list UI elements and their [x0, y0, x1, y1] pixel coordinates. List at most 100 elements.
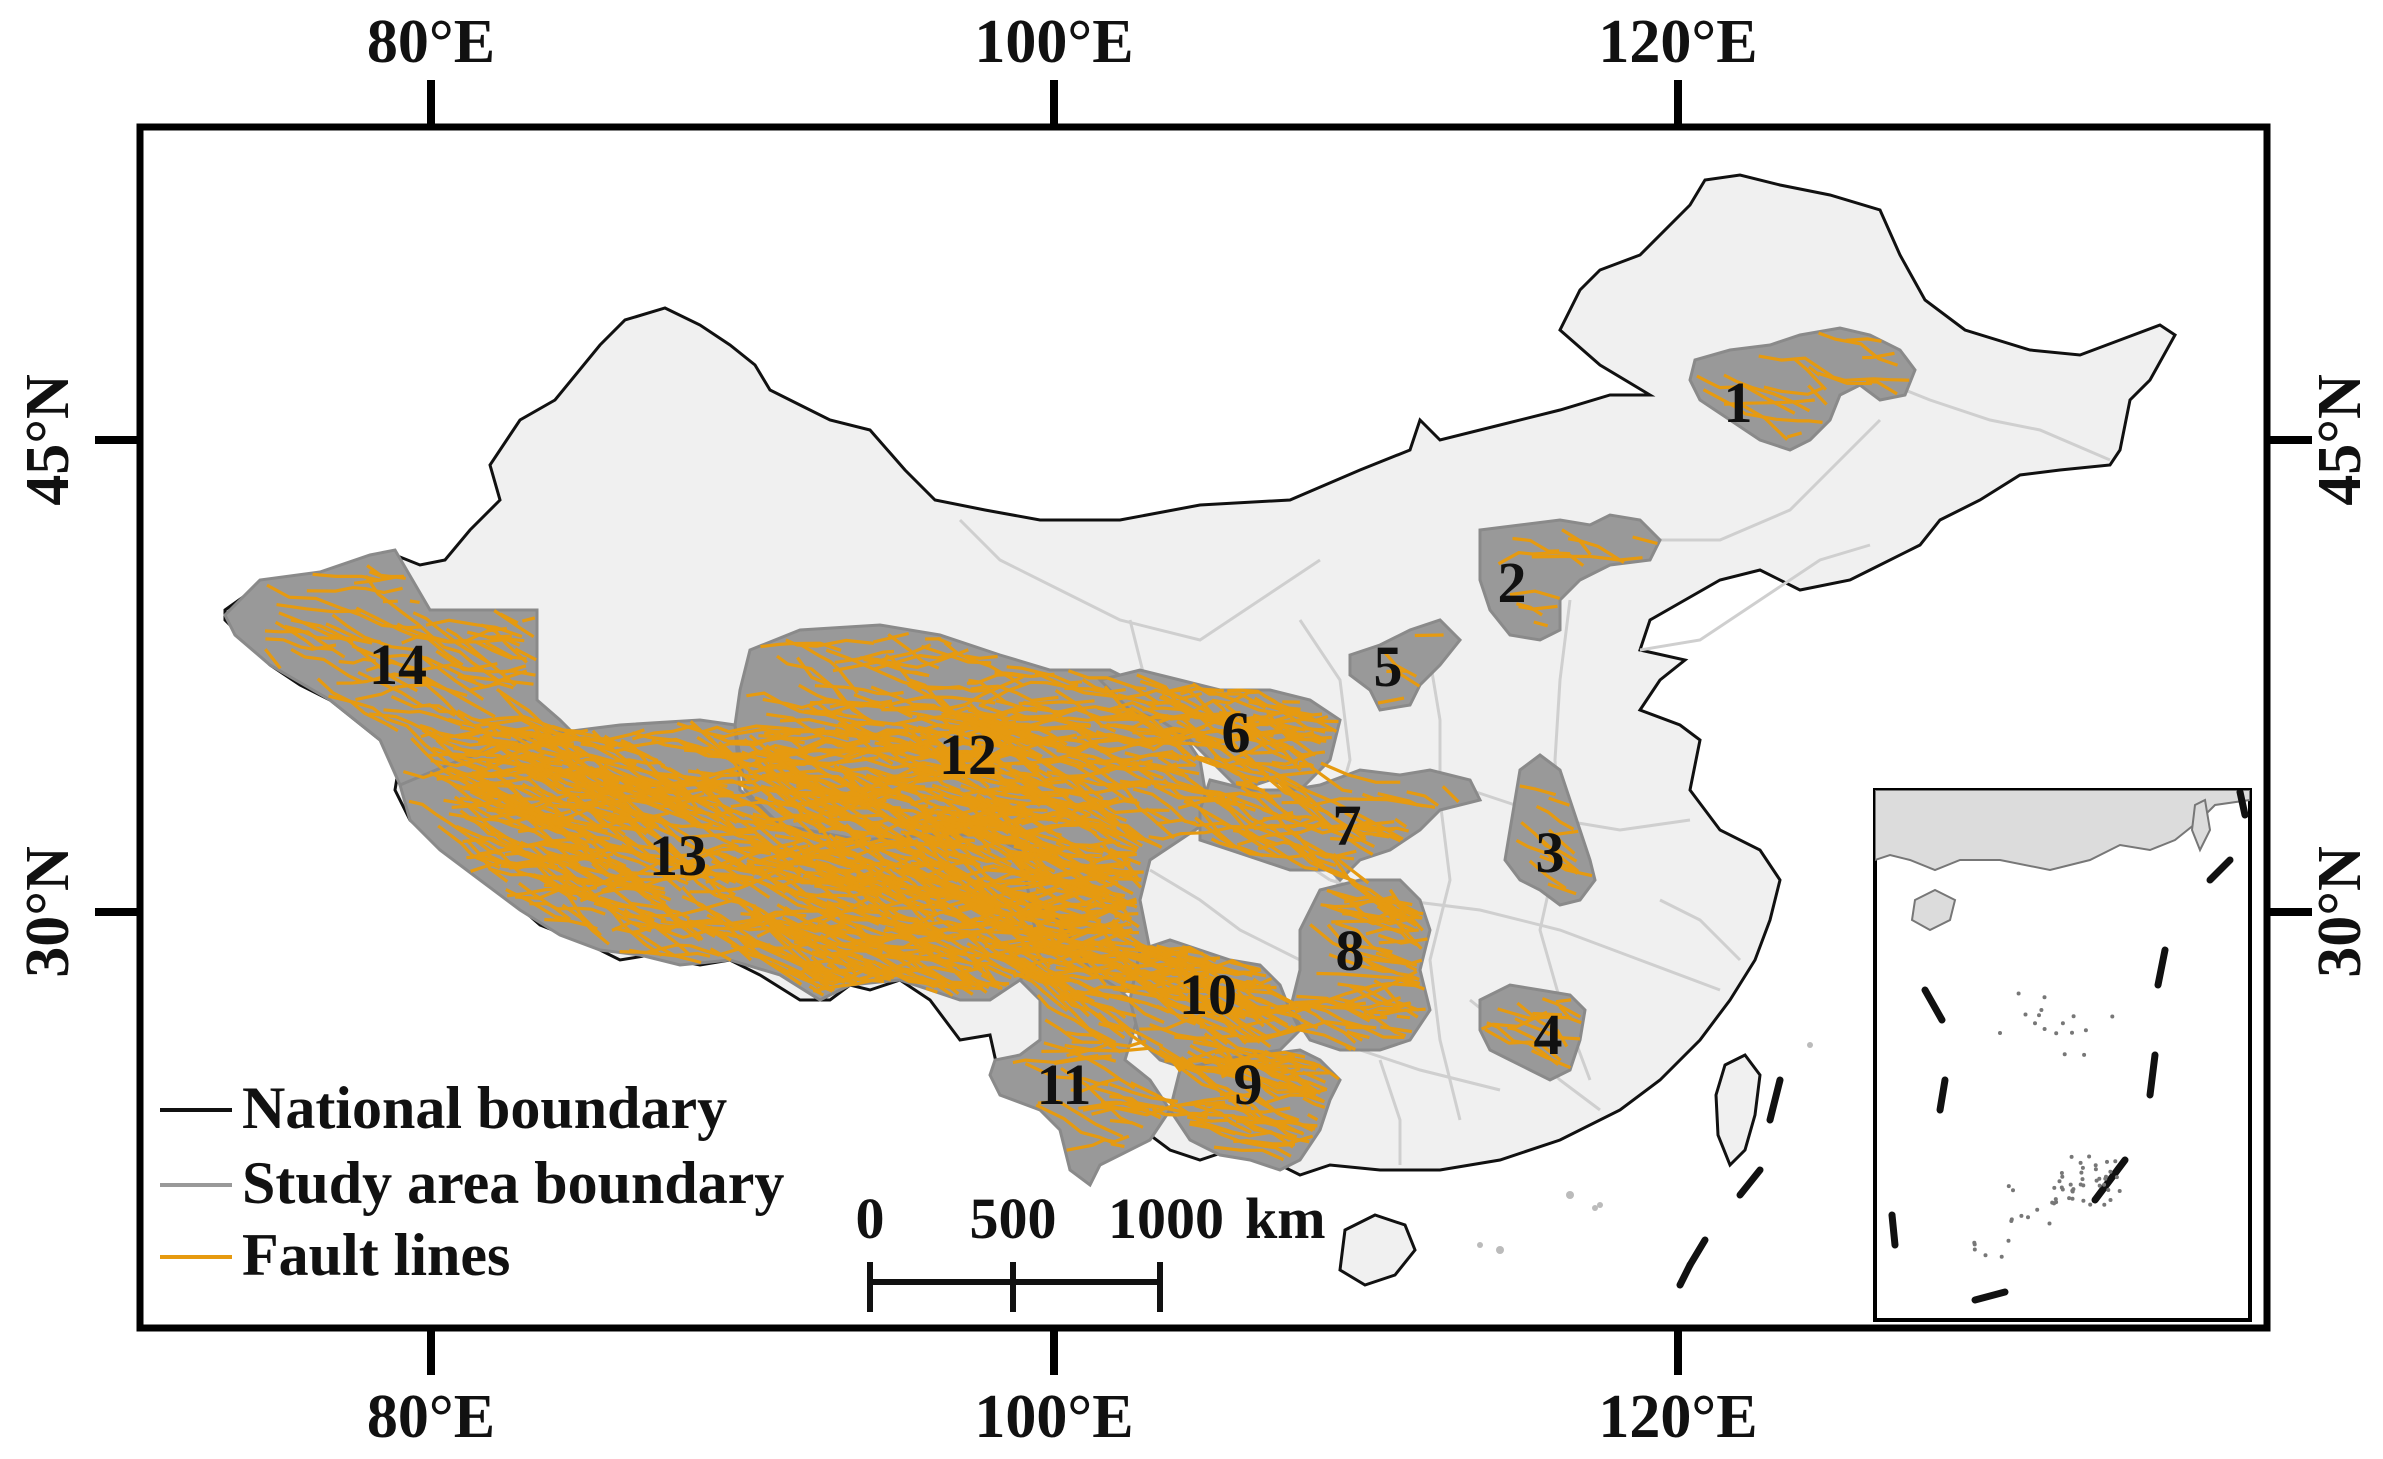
- region-label-8: 8: [1336, 918, 1365, 983]
- fault-lines: [264, 331, 1910, 1162]
- inset-island-dot: [2103, 1176, 2108, 1181]
- inset-island-dot: [1983, 1253, 1988, 1258]
- fault-line: [1151, 700, 1258, 732]
- fault-line: [1183, 686, 1299, 765]
- fault-line: [462, 767, 558, 791]
- fault-line: [1516, 602, 1543, 617]
- fault-line: [600, 786, 765, 808]
- fault-line: [312, 572, 381, 582]
- fault-line: [1232, 829, 1319, 871]
- fault-line: [858, 837, 959, 883]
- fault-line: [1127, 873, 1142, 889]
- fault-line: [1307, 1113, 1319, 1122]
- fault-line: [1296, 796, 1367, 840]
- fault-line: [748, 734, 883, 830]
- fault-line: [480, 719, 624, 748]
- fault-line: [1786, 431, 1803, 439]
- scale-bar: 0 500 1000 km: [856, 1186, 1326, 1312]
- fault-line: [1358, 951, 1423, 967]
- fault-line: [1301, 1070, 1327, 1084]
- fault-line: [1548, 796, 1570, 807]
- fault-line: [1632, 535, 1658, 546]
- fault-line: [1271, 752, 1315, 766]
- fault-line: [872, 631, 910, 644]
- fault-line: [1006, 949, 1091, 1018]
- fault-line: [1210, 837, 1264, 858]
- fault-line: [1515, 838, 1593, 878]
- fault-line: [955, 704, 1024, 718]
- region-label-1: 1: [1724, 370, 1753, 435]
- fault-line: [1187, 1063, 1322, 1102]
- fault-line: [950, 951, 1025, 966]
- fault-line: [767, 742, 908, 757]
- inset-island-dot: [1999, 1254, 2004, 1259]
- inset-island-dot: [2088, 1202, 2093, 1207]
- fault-line: [815, 700, 894, 766]
- region-label-4: 4: [1534, 1002, 1563, 1067]
- fault-line: [685, 872, 754, 886]
- fault-line: [1284, 737, 1322, 745]
- fault-line: [867, 889, 974, 910]
- fault-line: [435, 738, 499, 771]
- scale-tick-0: 0: [856, 1186, 885, 1251]
- inset-island-dot: [2087, 1154, 2092, 1159]
- fault-line: [884, 925, 974, 990]
- inset-island-dot: [2069, 1154, 2074, 1159]
- fault-line: [470, 860, 530, 873]
- fault-line: [505, 806, 608, 833]
- inset-island-dot: [2054, 1031, 2059, 1036]
- fault-line: [1055, 962, 1170, 974]
- fault-line: [886, 869, 983, 930]
- fault-line: [290, 647, 362, 683]
- lon-label-bottom-80: 80°E: [367, 1383, 495, 1451]
- fault-line: [1379, 1007, 1426, 1017]
- fault-line: [1535, 804, 1575, 831]
- fault-line: [746, 691, 843, 717]
- fault-line: [912, 829, 1027, 877]
- fault-line: [972, 964, 991, 978]
- fault-line: [1792, 357, 1828, 391]
- fault-line: [1218, 792, 1240, 805]
- fault-line: [1807, 384, 1828, 406]
- inset-island-dot: [2067, 1196, 2072, 1201]
- fault-line: [1210, 698, 1302, 772]
- inset-island-dot: [2042, 1027, 2047, 1031]
- fault-line: [1199, 1017, 1278, 1031]
- fault-line: [778, 819, 828, 840]
- fault-line: [925, 986, 938, 994]
- fault-line: [1343, 894, 1409, 913]
- fault-line: [620, 843, 736, 897]
- fault-line: [943, 641, 1023, 686]
- fault-line: [1248, 700, 1301, 711]
- lon-label-top-100: 100°E: [974, 8, 1133, 76]
- region-labels: 1 2 3 4 5 6 7 8 9 10 11 12 13 14: [369, 370, 1753, 1117]
- fault-line: [1189, 1122, 1292, 1158]
- fault-line: [828, 817, 882, 827]
- fault-line: [1151, 725, 1206, 752]
- fault-line: [1025, 737, 1155, 781]
- fault-line: [408, 799, 501, 853]
- fault-line: [1082, 1105, 1149, 1112]
- fault-line: [1332, 852, 1370, 885]
- fault-line: [1064, 1043, 1206, 1077]
- fault-line: [478, 715, 585, 734]
- fault-line: [1037, 1099, 1124, 1139]
- fault-line: [390, 695, 466, 718]
- fault-line: [1283, 730, 1315, 742]
- fault-line: [770, 961, 834, 993]
- lat-label-right-30: 30°N: [2306, 846, 2374, 978]
- fault-line: [382, 599, 398, 604]
- fault-line: [1396, 903, 1424, 916]
- inset-island-dot: [2081, 1183, 2086, 1188]
- fault-line: [1254, 714, 1327, 741]
- fault-line: [486, 779, 570, 836]
- fault-line: [448, 780, 551, 827]
- fault-line: [467, 840, 509, 883]
- fault-line: [290, 618, 419, 693]
- fault-line: [910, 861, 965, 875]
- fault-line: [1103, 685, 1159, 735]
- fault-line: [1377, 791, 1419, 807]
- inset-island-dot: [2102, 1202, 2107, 1207]
- fault-line: [336, 672, 468, 698]
- axis-labels-left: 45°N 30°N: [14, 374, 82, 978]
